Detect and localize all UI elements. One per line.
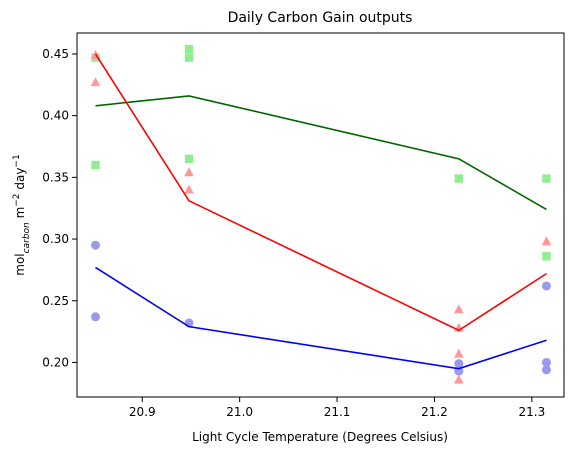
y-label-superscript: −2 [12,193,22,206]
data-point-triangle [541,236,552,246]
y-label-subscript: carbon [22,222,32,253]
y-label-unit: day [13,168,27,194]
x-tick-label: 21.1 [324,405,351,419]
data-point-square [542,252,551,261]
x-tick-label: 21.0 [226,405,253,419]
data-point-square [184,154,194,164]
data-point-circle [454,359,464,369]
data-point-square [91,160,100,170]
y-tick-label: 0.20 [42,355,69,369]
axes: 20.9 21.0 21.1 21.2 21.3 0.20 0.25 0.30 0.35 0.40… [42,47,545,419]
y-tick-label: 0.45 [42,47,69,61]
data-point-triangle [184,184,194,194]
series-line [95,266,547,370]
x-tick-label: 21.2 [421,405,448,419]
x-tick-label: 20.9 [129,405,156,419]
data-point-circle [541,281,551,291]
data-point-triangle [454,374,464,384]
data-point-square [184,53,194,62]
data-point-square [454,174,464,183]
chart-title: Daily Carbon Gain outputs [228,10,413,26]
x-axis-label: Light Cycle Temperature (Degrees Celsius… [192,430,448,444]
data-point-circle [91,312,101,322]
data-point-circle [541,357,551,367]
data-point-circle [541,365,551,375]
y-tick-label: 0.25 [42,294,69,308]
series-line [95,95,547,211]
data-point-circle [91,240,101,250]
plot-area [90,44,552,384]
series-line [94,53,547,332]
data-point-square [542,174,551,183]
plot-frame [76,32,565,398]
y-label-unit: m [13,207,27,223]
x-tick-label: 21.3 [518,405,545,419]
data-point-triangle [184,167,194,177]
data-point-triangle [454,348,464,358]
data-point-triangle [90,77,101,87]
y-label-superscript: −1 [12,154,22,167]
data-point-triangle [454,304,464,314]
data-point-square [184,44,194,54]
y-tick-label: 0.30 [42,232,69,246]
y-label-base: mol [13,253,27,275]
y-tick-label: 0.35 [42,170,69,184]
y-tick-label: 0.40 [42,109,69,123]
y-axis-label: molcarbon m−2 day−1 [12,154,32,275]
